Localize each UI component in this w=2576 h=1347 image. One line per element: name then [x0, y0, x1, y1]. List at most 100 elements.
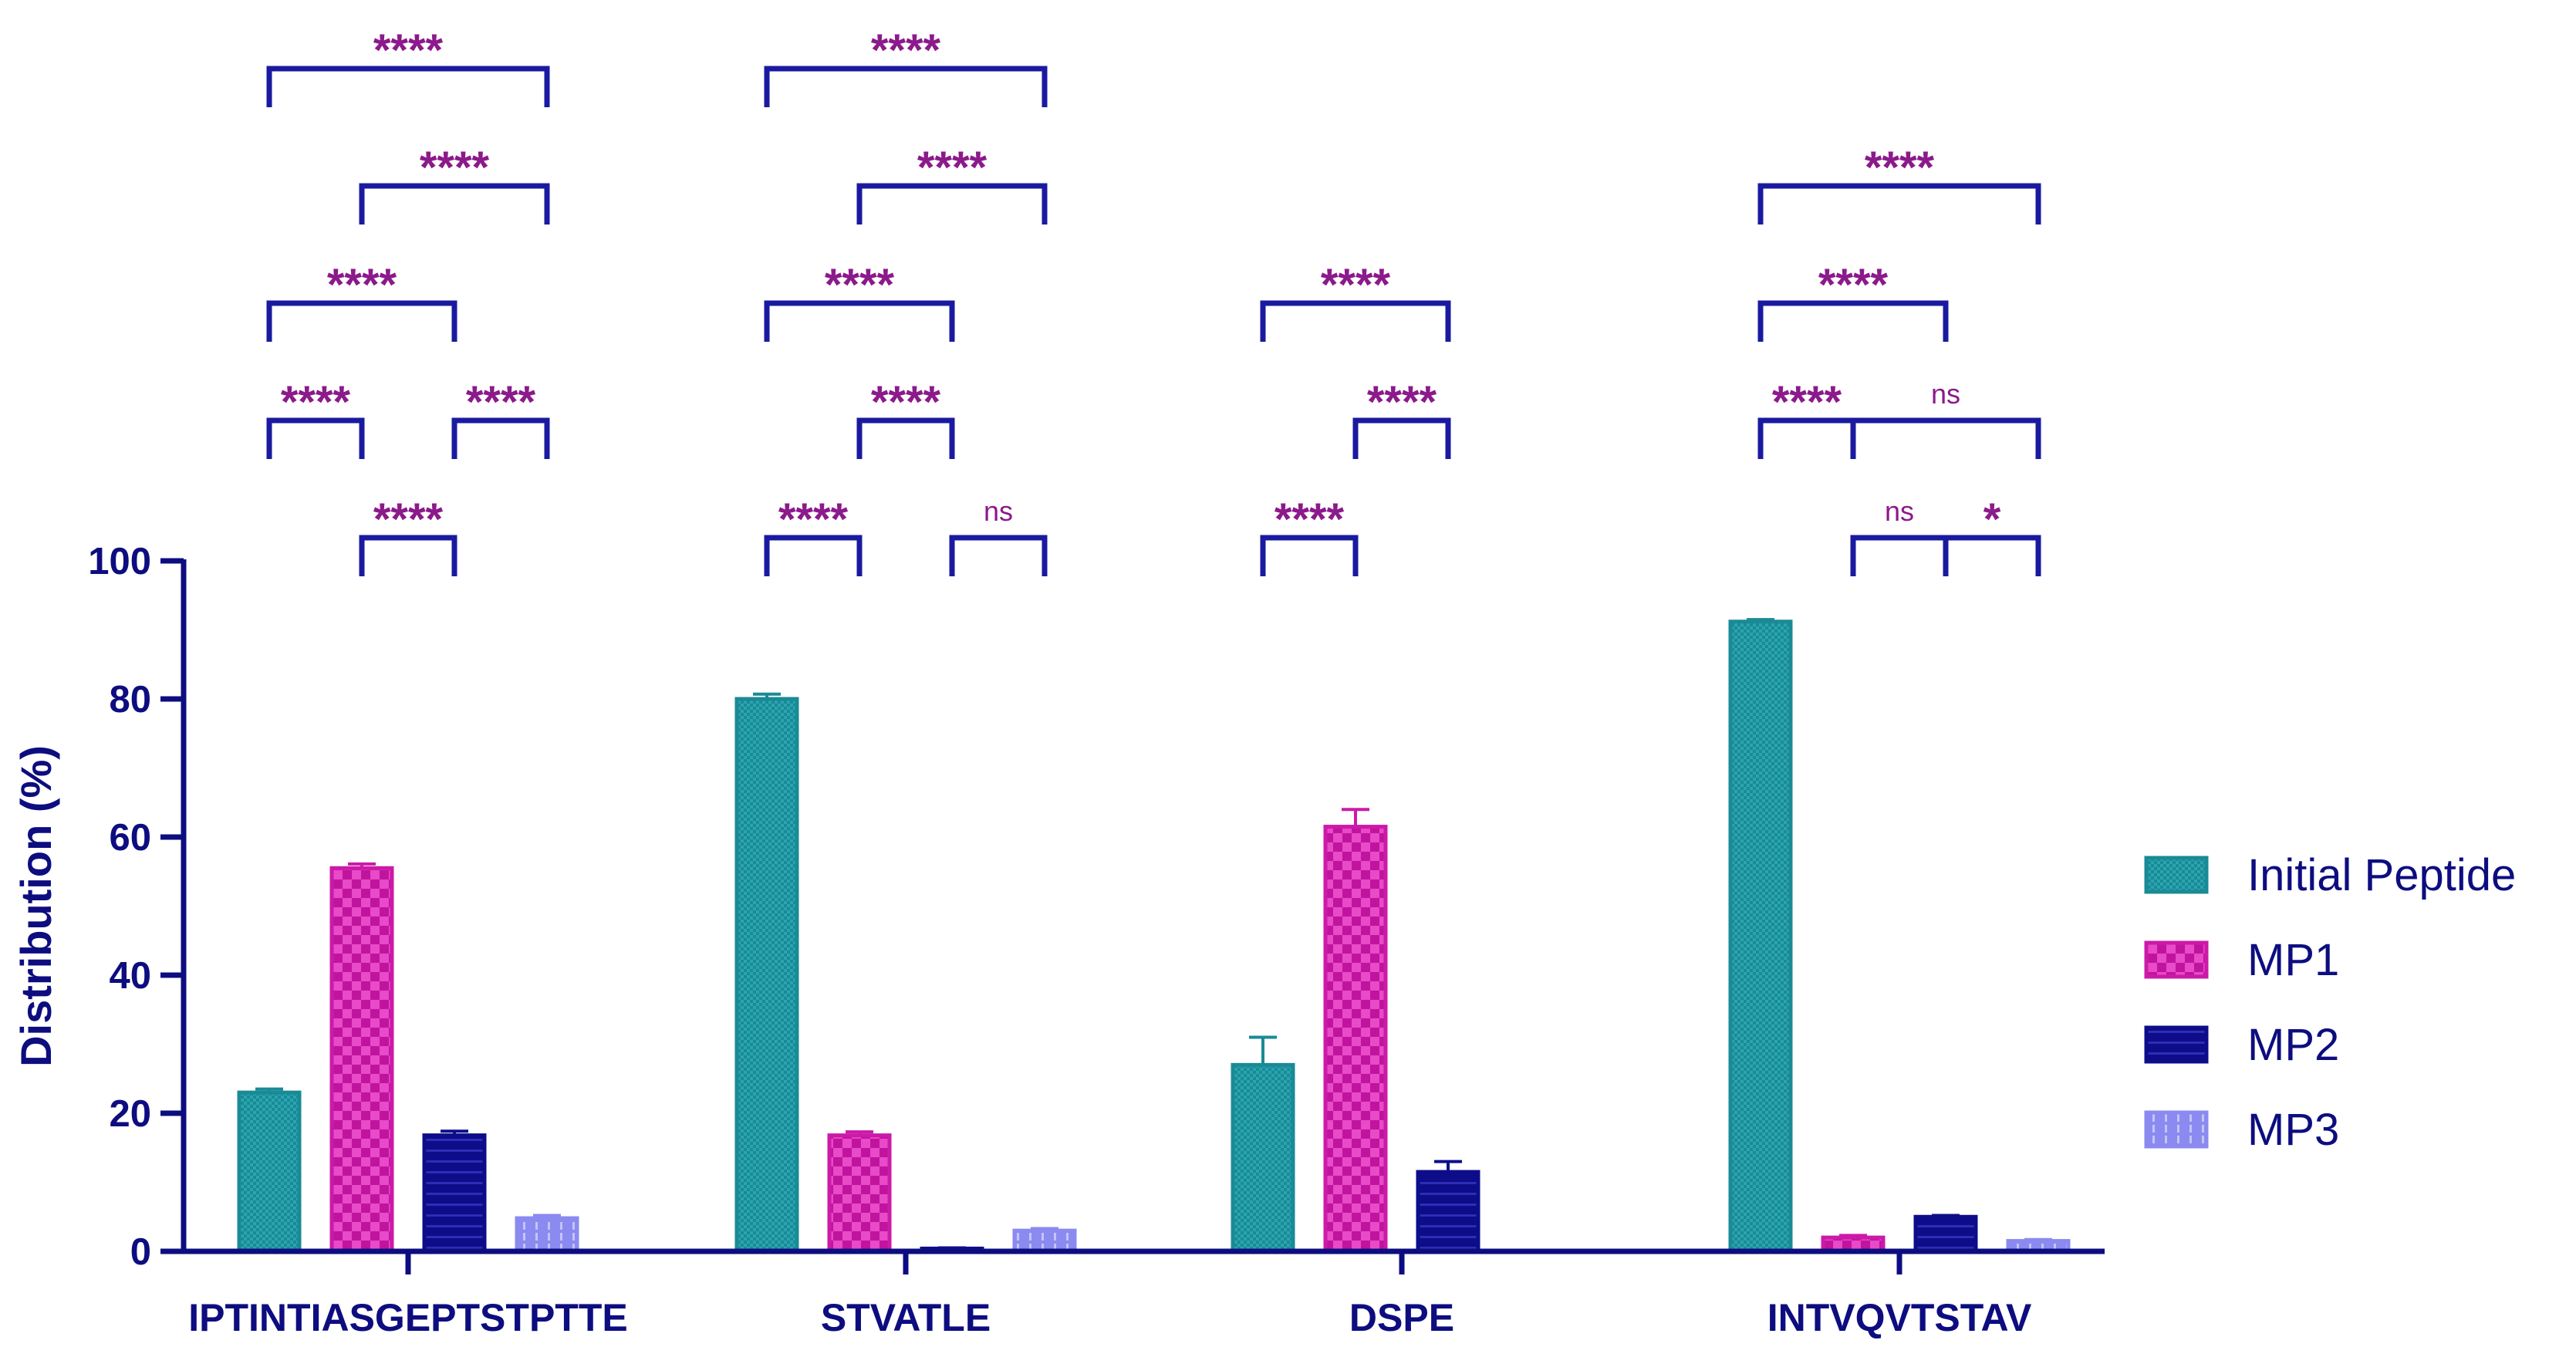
significance-label: ns	[1931, 378, 1960, 410]
significance-bracket: ns	[1850, 495, 1949, 576]
bar-mp3-1	[1012, 1228, 1077, 1254]
bar-mp1-2	[1323, 825, 1388, 1254]
significance-bracket: ns	[949, 495, 1048, 576]
error-bar-3-0	[533, 1214, 561, 1219]
bracket-line	[1757, 183, 2041, 224]
legend-label: MP1	[2247, 935, 2339, 985]
y-axis-title: Distribution (%)	[12, 745, 60, 1067]
y-tick-label: 80	[109, 679, 151, 721]
significance-label: ****	[1772, 377, 1842, 427]
bracket-line	[451, 417, 550, 459]
significance-bracket: ****	[1757, 377, 1856, 459]
significance-label: ns	[984, 495, 1013, 527]
significance-label: *	[1983, 495, 2001, 545]
significance-label: ****	[1865, 143, 1935, 193]
significance-bracket: ****	[1757, 143, 2041, 224]
significance-bracket: ****	[266, 25, 550, 107]
bracket-line	[266, 66, 550, 107]
bar-mp1-0	[329, 866, 394, 1254]
significance-bracket: ****	[856, 377, 955, 459]
bracket-line	[266, 417, 365, 459]
bar-initial-peptide-2	[1231, 1062, 1295, 1254]
bracket-line	[359, 535, 457, 576]
legend-swatch	[2144, 940, 2209, 979]
legend-label: Initial Peptide	[2247, 850, 2516, 900]
x-tick-label: STVATLE	[821, 1296, 991, 1339]
significance-label: ****	[373, 25, 444, 76]
legend-item-mp1: MP1	[2144, 935, 2339, 985]
significance-bracket: ****	[266, 260, 457, 342]
significance-bracket: *	[1943, 495, 2041, 576]
bracket-line	[1260, 300, 1451, 342]
significance-bracket: ****	[764, 495, 863, 576]
legend-label: MP2	[2247, 1020, 2339, 1070]
error-bar-2-1	[938, 1246, 966, 1250]
error-bar-2-0	[441, 1129, 468, 1136]
bracket-line	[856, 183, 1048, 224]
error-bar-0-3	[1747, 618, 1774, 622]
bracket-line	[949, 535, 1048, 576]
axis-layer: 0 20 40 60 80 100 Distribution (%) IPTINTIASGEP…	[12, 541, 2105, 1339]
x-tick-label: IPTINTIASGEPTSTPTTE	[188, 1296, 627, 1339]
error-bar-1-0	[348, 862, 376, 869]
significance-bracket: ****	[764, 260, 955, 342]
bracket-line	[1943, 535, 2041, 576]
error-bar-2-2	[1434, 1160, 1462, 1173]
bracket-line	[764, 535, 863, 576]
bar-initial-peptide-3	[1728, 619, 1793, 1254]
legend-swatch	[2144, 1025, 2209, 1064]
significance-bracket: ns	[1850, 378, 2041, 459]
bar-mp2-3	[1913, 1214, 1978, 1254]
significance-label: ****	[1818, 260, 1889, 310]
bracket-line	[1352, 417, 1451, 459]
significance-bracket: ****	[856, 143, 1048, 224]
significance-bracket: ****	[266, 377, 365, 459]
bar-mp2-2	[1416, 1170, 1480, 1254]
significance-label: ****	[466, 377, 536, 427]
significance-label: ****	[825, 260, 895, 310]
bracket-line	[266, 300, 457, 342]
error-bar-0-2	[1249, 1035, 1277, 1065]
significance-bracket: ****	[1352, 377, 1451, 459]
y-tick-label: 60	[109, 817, 151, 859]
legend-item-mp3: MP3	[2144, 1105, 2339, 1155]
x-tick-label: INTVQVTSTAV	[1767, 1296, 2032, 1339]
significance-label: ****	[871, 377, 941, 427]
legend-label: MP3	[2247, 1105, 2339, 1155]
bar-mp2-0	[422, 1133, 487, 1254]
bars-layer	[237, 618, 2071, 1254]
significance-label: ****	[327, 260, 397, 310]
error-bar-0-0	[255, 1087, 283, 1093]
y-tick-label: 0	[130, 1231, 151, 1273]
significance-bracket: ****	[1260, 495, 1359, 576]
bracket-line	[1260, 535, 1359, 576]
y-tick-label: 20	[109, 1093, 151, 1135]
significance-bracket: ****	[1260, 260, 1451, 342]
x-tick-label: DSPE	[1349, 1296, 1454, 1339]
significance-label: ****	[1321, 260, 1391, 310]
significance-label: ****	[420, 143, 490, 193]
significance-label: ****	[373, 495, 444, 545]
bracket-line	[1757, 300, 1949, 342]
bracket-line	[764, 300, 955, 342]
legend-item-initial-peptide: Initial Peptide	[2144, 850, 2516, 900]
error-bar-3-1	[1031, 1227, 1058, 1231]
legend: Initial Peptide MP1 MP2 MP3	[2144, 850, 2516, 1155]
error-bar-1-2	[1342, 808, 1369, 827]
bracket-line	[856, 417, 955, 459]
bracket-line	[359, 183, 550, 224]
significance-bracket: ****	[1757, 260, 1949, 342]
significance-label: ****	[778, 495, 849, 545]
bar-initial-peptide-1	[734, 697, 799, 1254]
significance-label: ns	[1885, 495, 1914, 527]
y-tick-label: 40	[109, 955, 151, 997]
significance-label: ****	[1367, 377, 1437, 427]
legend-swatch	[2144, 1110, 2209, 1149]
significance-bracket: ****	[451, 377, 550, 459]
legend-item-mp2: MP2	[2144, 1020, 2339, 1070]
bar-mp1-1	[827, 1133, 892, 1254]
bar-initial-peptide-0	[237, 1090, 302, 1254]
significance-label: ****	[871, 25, 941, 76]
